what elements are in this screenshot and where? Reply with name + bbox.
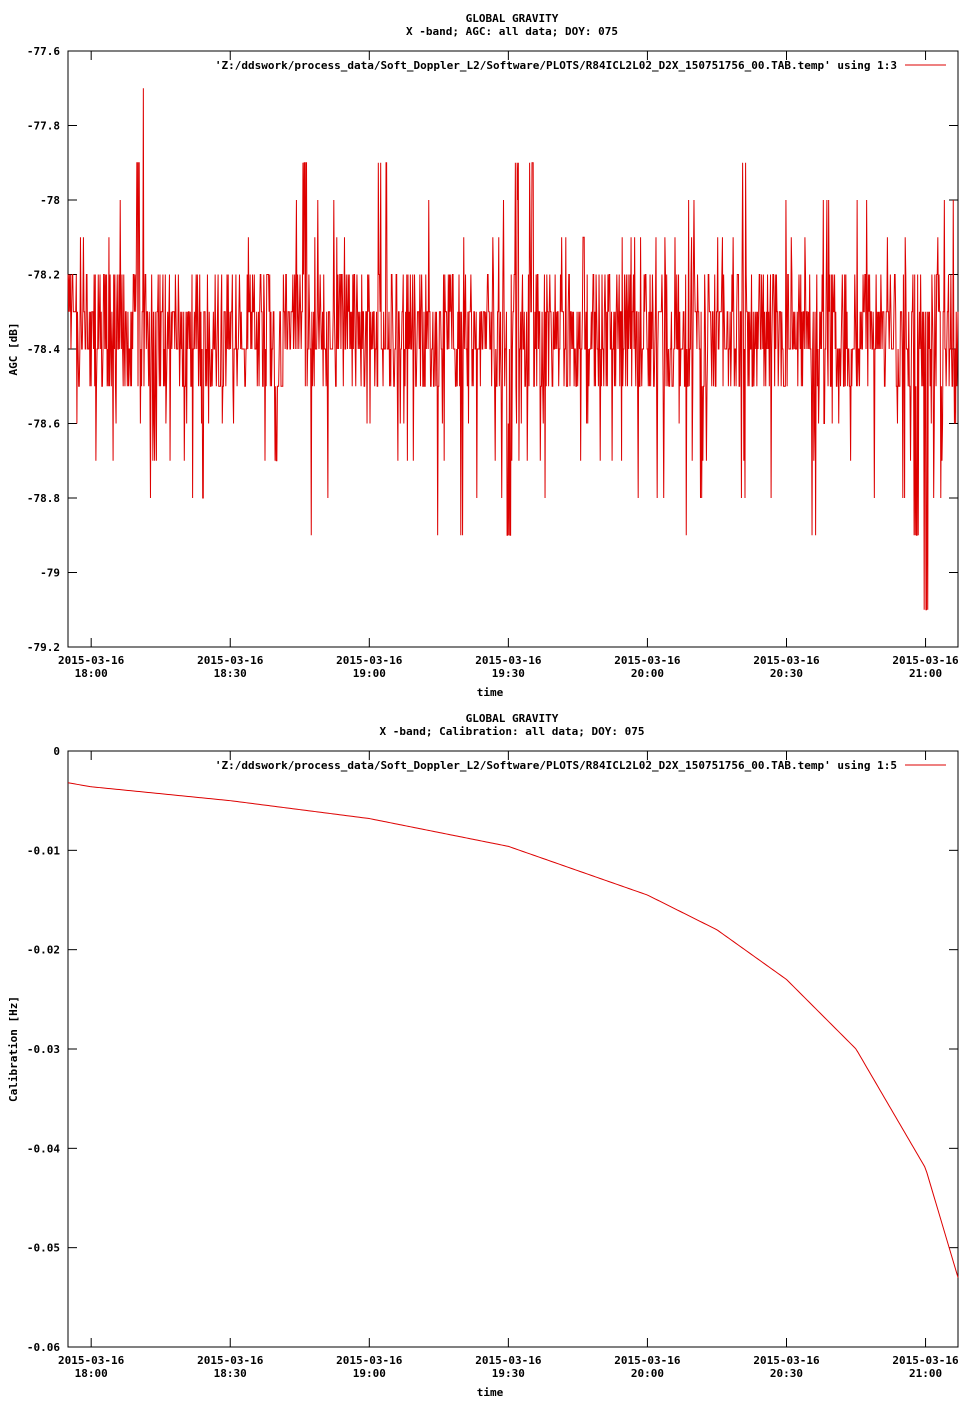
- x-tick-time-label: 19:00: [353, 667, 386, 680]
- y-tick-label: -77.6: [27, 45, 60, 58]
- x-tick-date-label: 2015-03-16: [58, 654, 125, 667]
- y-tick-label: -77.8: [27, 120, 60, 133]
- y-tick-label: -78.4: [27, 343, 60, 356]
- x-tick-time-label: 20:00: [631, 1367, 664, 1380]
- x-tick-date-label: 2015-03-16: [753, 1354, 820, 1367]
- x-tick-time-label: 19:30: [492, 667, 525, 680]
- calibration-series-line: [67, 782, 959, 1278]
- y-tick-label: -79: [40, 567, 60, 580]
- chart-subtitle: X -band; Calibration: all data; DOY: 075: [380, 725, 645, 738]
- y-tick-label: -0.05: [27, 1242, 60, 1255]
- chart-title: GLOBAL GRAVITY: [466, 12, 559, 25]
- x-tick-time-label: 21:00: [909, 1367, 942, 1380]
- plot-frame: [67, 750, 959, 1348]
- y-tick-label: -78.6: [27, 418, 60, 431]
- chart-title: GLOBAL GRAVITY: [466, 712, 559, 725]
- x-tick-date-label: 2015-03-16: [336, 654, 403, 667]
- y-tick-label: -0.03: [27, 1043, 60, 1056]
- y-axis-label: Calibration [Hz]: [7, 996, 20, 1102]
- x-tick-date-label: 2015-03-16: [197, 654, 264, 667]
- x-tick-time-label: 20:30: [770, 1367, 803, 1380]
- legend-label: 'Z:/ddswork/process_data/Soft_Doppler_L2…: [215, 59, 897, 72]
- x-tick-time-label: 20:00: [631, 667, 664, 680]
- y-tick-label: -0.04: [27, 1142, 60, 1155]
- x-tick-date-label: 2015-03-16: [475, 654, 542, 667]
- x-axis-label: time: [477, 686, 504, 699]
- agc-series-line: [67, 88, 959, 611]
- y-tick-label: -78.8: [27, 492, 60, 505]
- x-tick-time-label: 18:00: [75, 667, 108, 680]
- y-tick-label: 0: [53, 745, 60, 758]
- x-axis-label: time: [477, 1386, 504, 1399]
- x-tick-time-label: 21:00: [909, 667, 942, 680]
- x-tick-date-label: 2015-03-16: [197, 1354, 264, 1367]
- x-tick-date-label: 2015-03-16: [475, 1354, 542, 1367]
- x-tick-time-label: 18:30: [214, 1367, 247, 1380]
- legend-label: 'Z:/ddswork/process_data/Soft_Doppler_L2…: [215, 759, 897, 772]
- chart-subtitle: X -band; AGC: all data; DOY: 075: [406, 25, 618, 38]
- x-tick-time-label: 18:00: [75, 1367, 108, 1380]
- x-tick-date-label: 2015-03-16: [614, 1354, 681, 1367]
- y-tick-label: -79.2: [27, 641, 60, 654]
- x-tick-date-label: 2015-03-16: [892, 654, 959, 667]
- x-tick-time-label: 18:30: [214, 667, 247, 680]
- x-tick-date-label: 2015-03-16: [753, 654, 820, 667]
- y-tick-label: -0.01: [27, 844, 60, 857]
- x-tick-time-label: 19:30: [492, 1367, 525, 1380]
- x-tick-time-label: 19:00: [353, 1367, 386, 1380]
- y-tick-label: -78.2: [27, 269, 60, 282]
- y-tick-label: -0.02: [27, 944, 60, 957]
- x-tick-date-label: 2015-03-16: [614, 654, 681, 667]
- y-tick-label: -0.06: [27, 1341, 60, 1354]
- x-tick-date-label: 2015-03-16: [336, 1354, 403, 1367]
- y-tick-label: -78: [40, 194, 60, 207]
- x-tick-date-label: 2015-03-16: [892, 1354, 959, 1367]
- y-axis-label: AGC [dB]: [7, 323, 20, 376]
- x-tick-date-label: 2015-03-16: [58, 1354, 125, 1367]
- x-tick-time-label: 20:30: [770, 667, 803, 680]
